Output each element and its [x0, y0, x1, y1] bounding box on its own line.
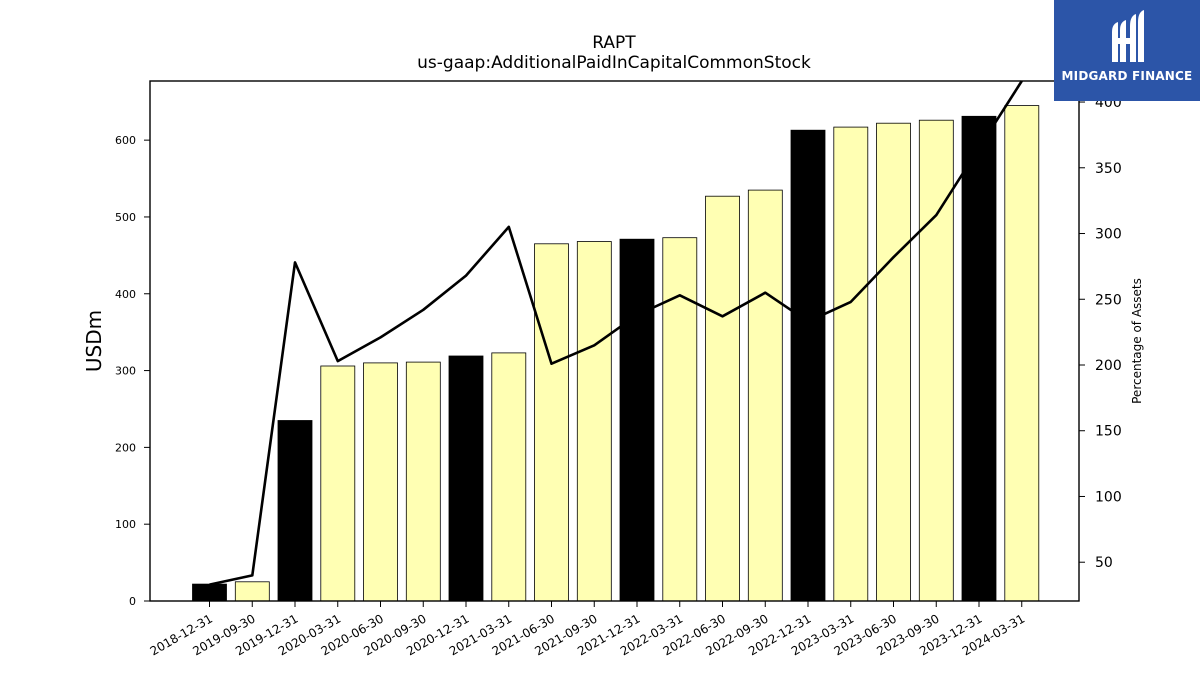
chart-title: RAPT — [592, 33, 636, 53]
y2-tick-label: 300 — [1095, 227, 1122, 243]
y2-tick-label: 350 — [1095, 161, 1122, 177]
y2-tick-label: 50 — [1095, 555, 1113, 571]
y2-tick-label: 150 — [1095, 424, 1122, 440]
bar-2018-12-31 — [192, 583, 227, 602]
y-tick-label: 300 — [115, 365, 136, 378]
bar-2021-06-30 — [534, 243, 569, 602]
midgard-finance-logo: MIDGARD FINANCE — [1054, 0, 1200, 101]
y-tick-label: 500 — [115, 211, 136, 224]
bar-2022-03-31 — [662, 237, 698, 602]
y2-axis-label: Percentage of Assets — [1130, 278, 1144, 404]
bar-2021-12-31 — [619, 238, 655, 602]
y2-tick-label: 250 — [1095, 292, 1122, 308]
y-axis-left: 0 100 200 300 400 500 600 — [115, 134, 150, 608]
x-axis: 2018-12-312019-09-302019-12-312020-03-31… — [148, 601, 1027, 658]
chart-subtitle: us-gaap:AdditionalPaidInCapitalCommonSto… — [417, 53, 811, 73]
bar-2020-09-30 — [405, 361, 441, 602]
y-tick-label: 0 — [129, 595, 136, 608]
bar-2023-06-30 — [876, 122, 911, 602]
y-tick-label: 200 — [115, 441, 136, 454]
bar-2019-12-31 — [277, 420, 313, 602]
y-tick-label: 100 — [115, 518, 136, 531]
bar-2020-12-31 — [448, 355, 484, 602]
y2-tick-label: 200 — [1095, 358, 1122, 374]
y-axis-label: USDm — [82, 310, 106, 372]
bar-2021-09-30 — [576, 241, 612, 602]
bar-2022-12-31 — [790, 129, 826, 602]
logo-text: MIDGARD FINANCE — [1061, 69, 1193, 83]
bar-2023-03-31 — [833, 126, 869, 602]
bar-2023-12-31 — [961, 115, 997, 602]
y2-tick-label: 100 — [1095, 489, 1122, 505]
bar-2020-06-30 — [363, 362, 398, 602]
percentage-of-assets-line — [209, 80, 1023, 586]
bar-2019-09-30 — [234, 581, 270, 602]
bar-2022-06-30 — [705, 195, 740, 602]
bar-2022-09-30 — [747, 189, 783, 602]
bars — [192, 105, 1040, 602]
plot-frame — [149, 80, 1080, 602]
bar-2023-09-30 — [918, 119, 954, 602]
logo-mark-icon — [1112, 10, 1144, 62]
bar-2021-03-31 — [491, 352, 527, 602]
bar-2024-03-31 — [1004, 105, 1040, 602]
y-tick-label: 600 — [115, 134, 136, 147]
y-tick-label: 400 — [115, 288, 136, 301]
bar-2020-03-31 — [320, 365, 356, 602]
